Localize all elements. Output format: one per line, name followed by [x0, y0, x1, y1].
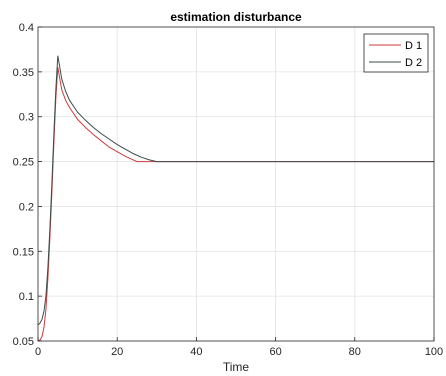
- plot-frame: [37, 26, 435, 342]
- x-tick-label: 40: [190, 346, 202, 358]
- series-line-2: [37, 55, 434, 326]
- x-tick-label: 100: [425, 346, 443, 358]
- x-tick-label: 0: [35, 346, 41, 358]
- y-tick-label: 0.25: [13, 157, 34, 169]
- y-tick-label: 0.2: [19, 201, 34, 213]
- legend-label: D 1: [405, 40, 422, 52]
- ticks: 0 20 40 60 80 100 0.05 0.1 0.15 0.2 0.25 0.3 0.35 0.4: [13, 22, 444, 358]
- y-tick-label: 0.1: [19, 291, 34, 303]
- chart-title: estimation disturbance: [170, 10, 302, 24]
- x-tick-label: 60: [269, 346, 281, 358]
- y-tick-label: 0.15: [13, 246, 34, 258]
- series-layer: [37, 55, 434, 342]
- x-tick-label: 80: [349, 346, 361, 358]
- y-tick-label: 0.05: [13, 336, 34, 348]
- legend-box: [363, 33, 429, 73]
- x-tick-label: 20: [111, 346, 123, 358]
- y-tick-label: 0.3: [19, 112, 34, 124]
- legend-label: D 2: [405, 57, 422, 69]
- y-tick-label: 0.4: [19, 22, 34, 34]
- series-line-1: [37, 67, 434, 342]
- legend: D 1D 2: [363, 33, 429, 73]
- plot-area: [38, 27, 434, 341]
- x-axis-label: Time: [223, 360, 250, 374]
- y-tick-label: 0.35: [13, 67, 34, 79]
